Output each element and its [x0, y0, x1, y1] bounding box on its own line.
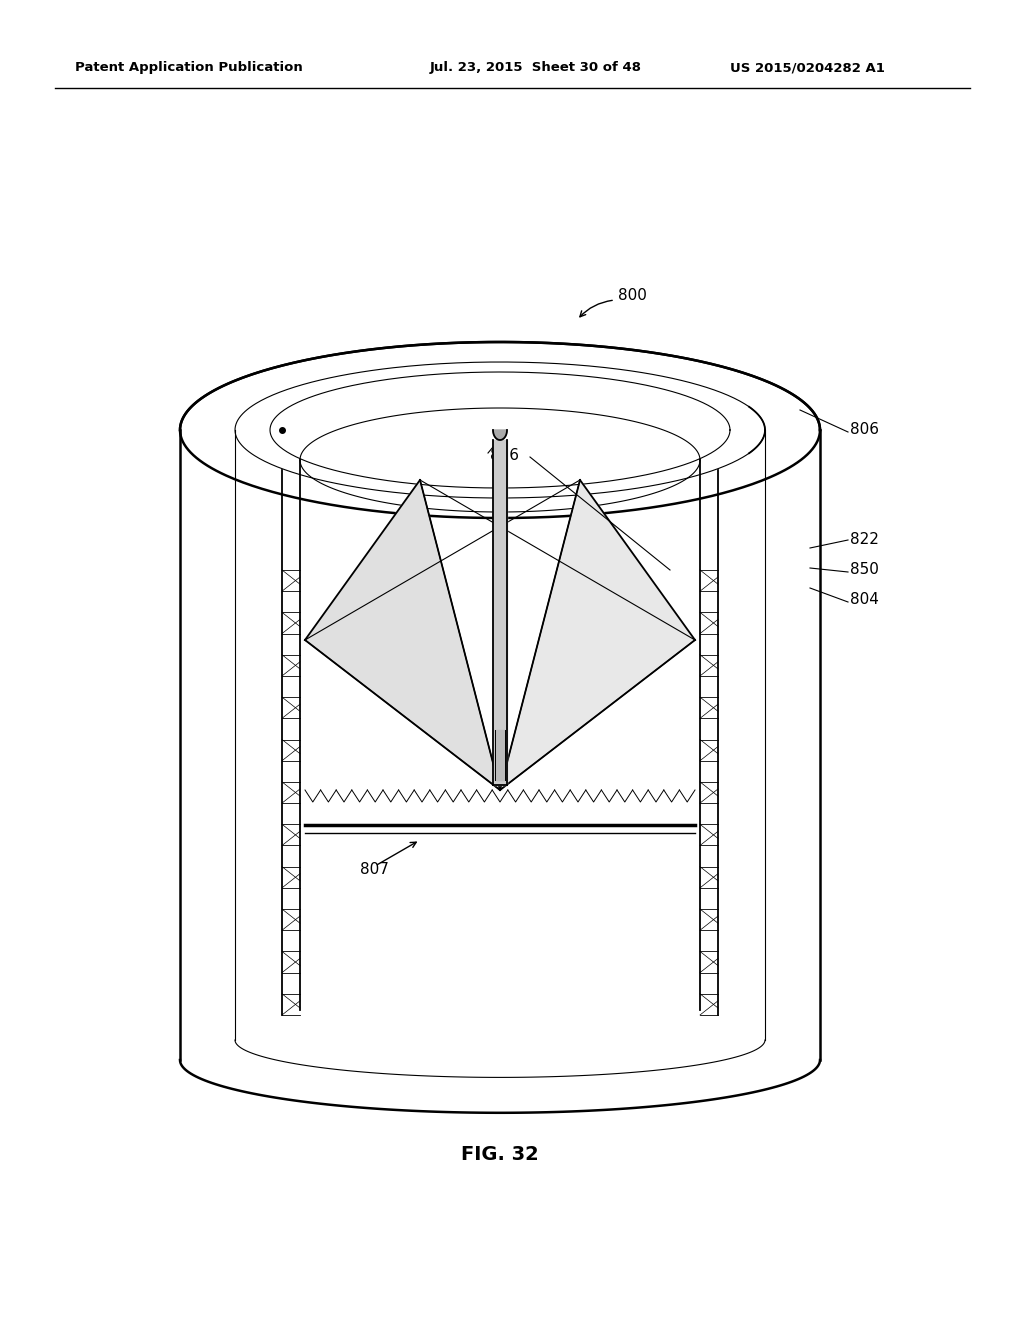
Text: 807: 807	[360, 862, 389, 878]
Polygon shape	[493, 440, 507, 785]
Text: US 2015/0204282 A1: US 2015/0204282 A1	[730, 62, 885, 74]
Polygon shape	[305, 640, 503, 789]
Text: FIG. 32: FIG. 32	[461, 1146, 539, 1164]
Text: 800: 800	[618, 288, 647, 302]
Text: Jul. 23, 2015  Sheet 30 of 48: Jul. 23, 2015 Sheet 30 of 48	[430, 62, 642, 74]
Polygon shape	[495, 730, 505, 780]
Text: 822: 822	[850, 532, 879, 548]
Text: 804: 804	[850, 593, 879, 607]
Text: 806: 806	[850, 422, 879, 437]
Text: 816: 816	[490, 447, 519, 462]
Text: Patent Application Publication: Patent Application Publication	[75, 62, 303, 74]
Polygon shape	[500, 480, 695, 789]
Polygon shape	[305, 480, 500, 789]
Polygon shape	[497, 640, 695, 789]
Text: 850: 850	[850, 562, 879, 578]
Polygon shape	[493, 430, 507, 440]
